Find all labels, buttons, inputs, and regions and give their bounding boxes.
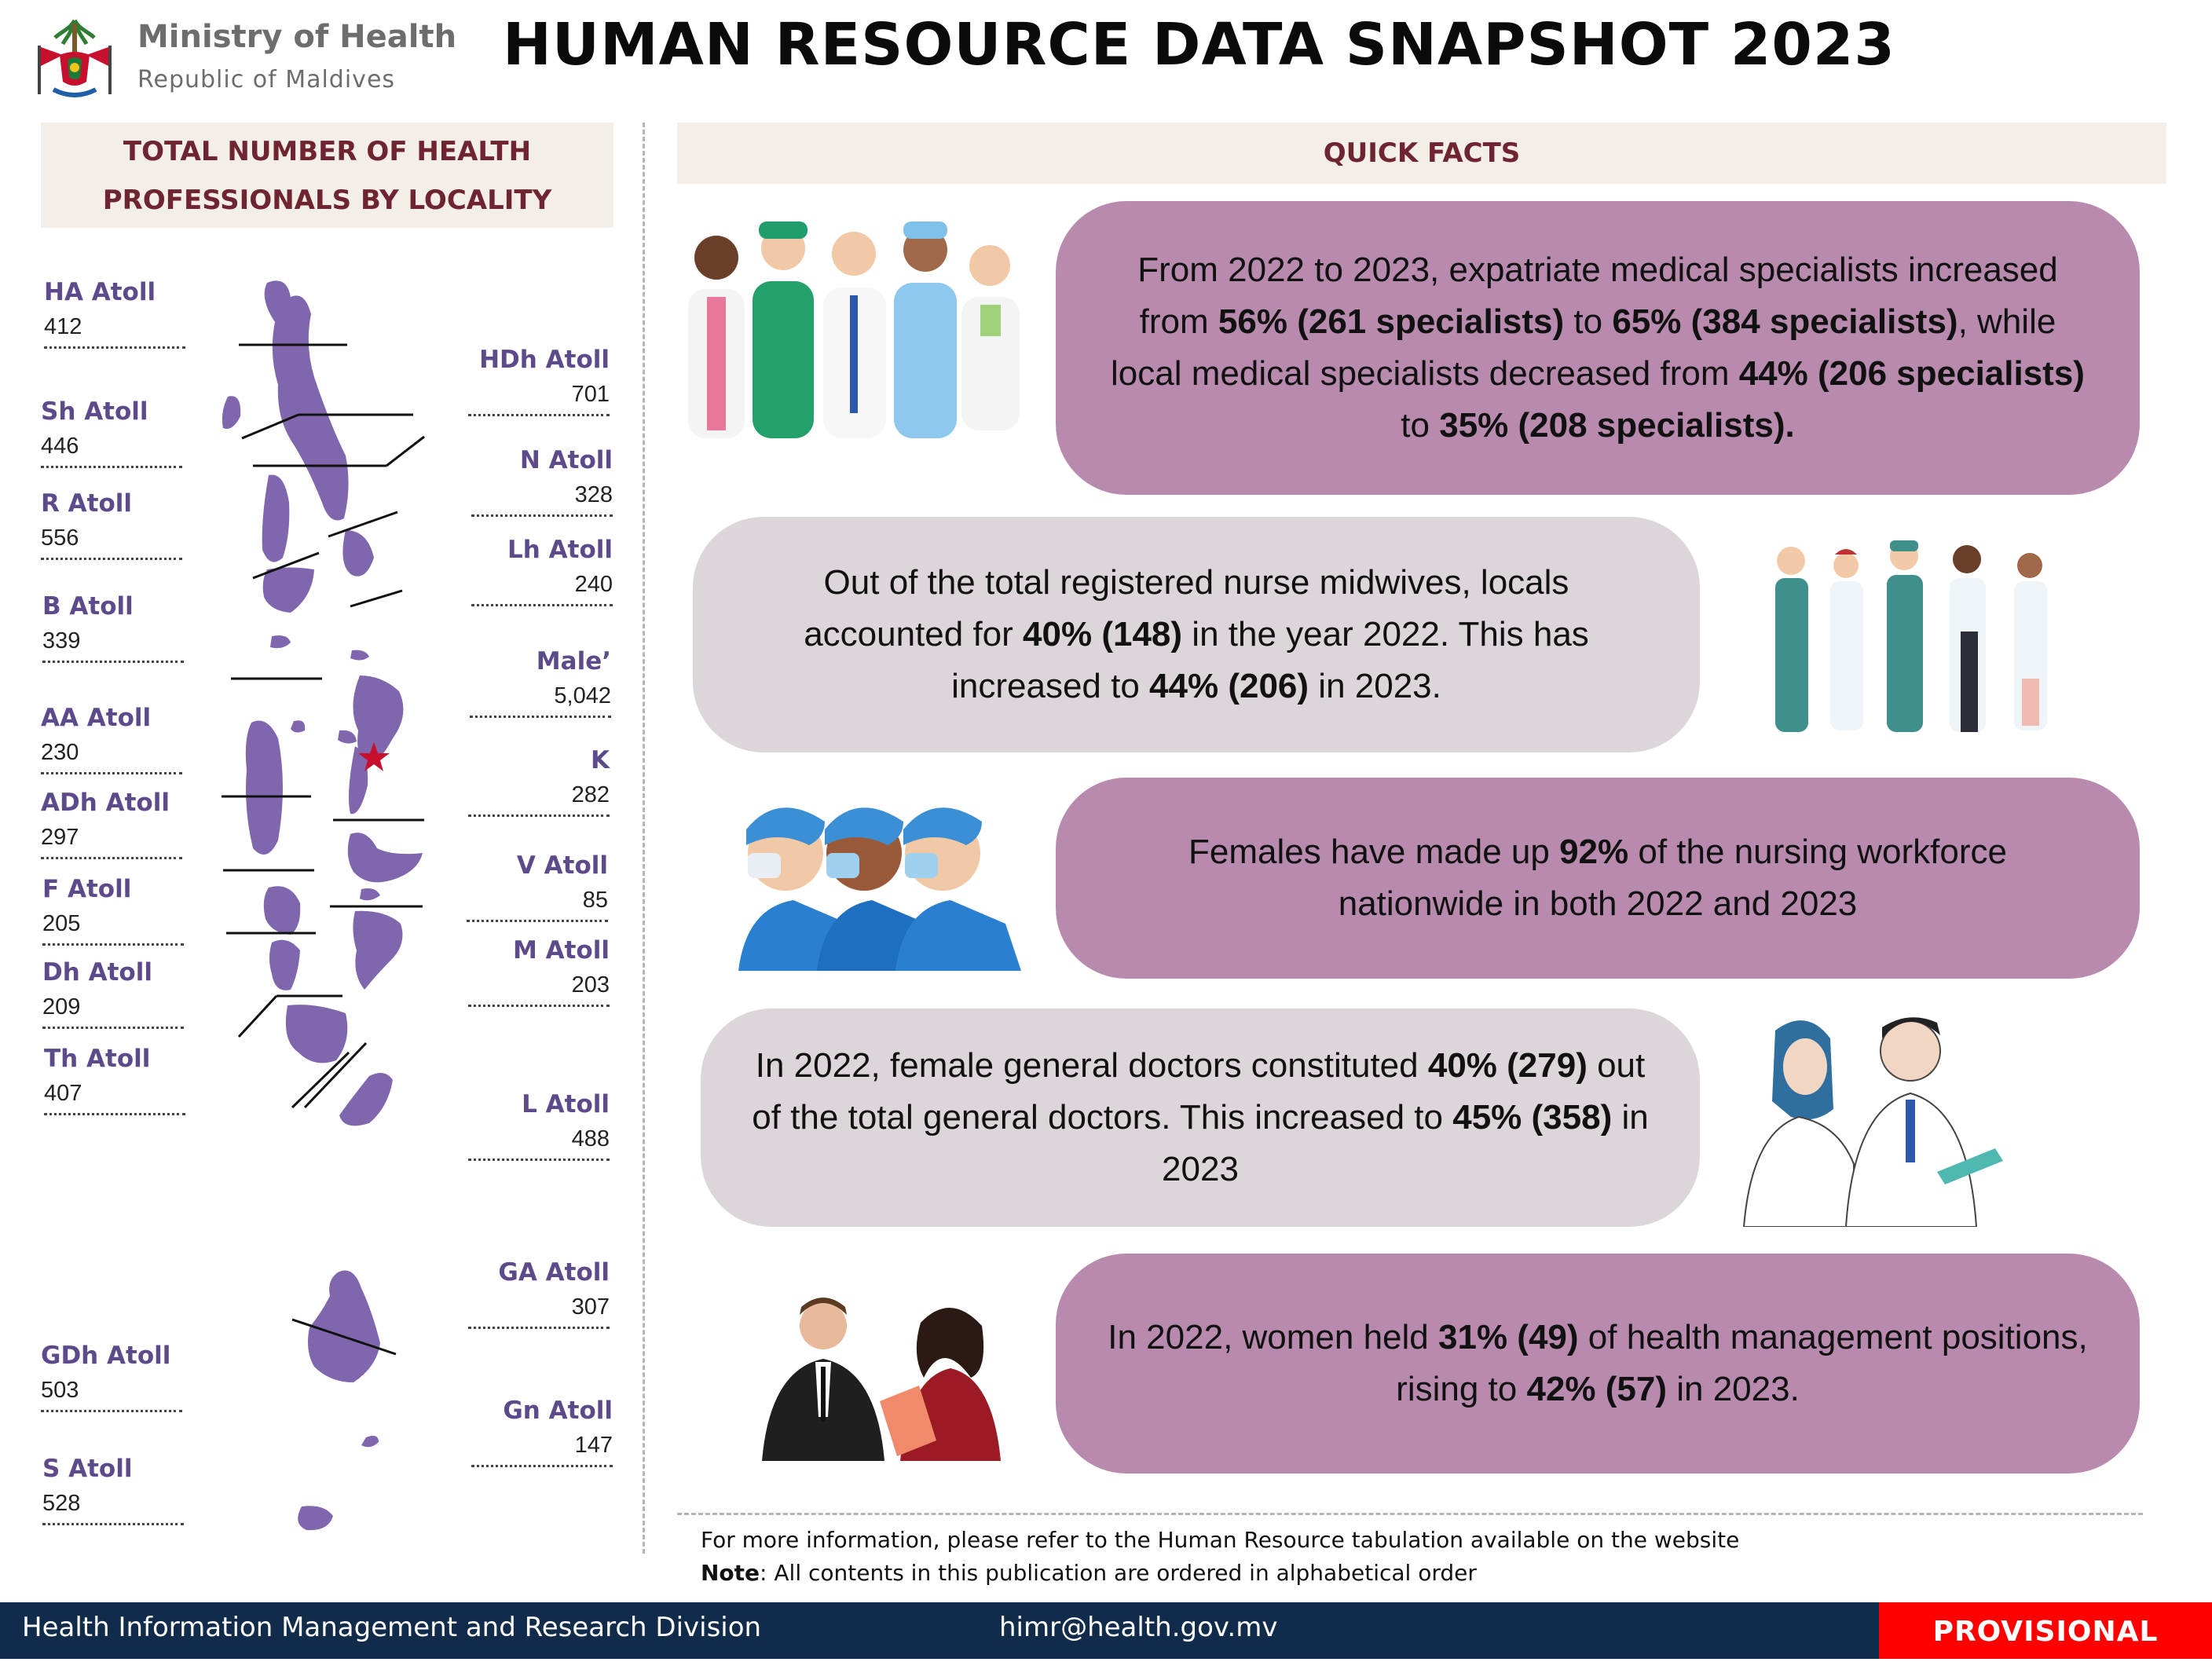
- fact-text: In 2022, female general doctors constitu…: [752, 1046, 1649, 1188]
- atoll-male: Male’ 5,042: [470, 647, 611, 718]
- fact-text: Out of the total registered nurse midwiv…: [804, 563, 1589, 705]
- atoll-count: 147: [471, 1433, 613, 1467]
- fact-text: Females have made up 92% of the nursing …: [1188, 833, 2007, 923]
- atoll-name: GDh Atoll: [41, 1342, 171, 1370]
- atoll-dh: Dh Atoll 209: [42, 958, 184, 1029]
- provisional-badge: PROVISIONAL: [1879, 1602, 2212, 1659]
- order-note: Note: All contents in this publication a…: [701, 1560, 1477, 1586]
- atoll-name: M Atoll: [512, 936, 610, 965]
- fact-text: In 2022, women held 31% (49) of health m…: [1108, 1318, 2088, 1408]
- country-name: Republic of Maldives: [137, 66, 396, 93]
- atoll-name: Sh Atoll: [41, 397, 148, 426]
- atoll-gn: Gn Atoll 147: [471, 1397, 613, 1467]
- atoll-name: S Atoll: [42, 1455, 133, 1483]
- fact-card-management: In 2022, women held 31% (49) of health m…: [1056, 1254, 2140, 1473]
- note-label: Note: [701, 1560, 760, 1586]
- fact-card-nursing-workforce: Females have made up 92% of the nursing …: [1056, 778, 2140, 979]
- atoll-count: 203: [468, 972, 610, 1007]
- healthcare-workers-illustration: [677, 210, 1038, 438]
- ministry-emblem: [31, 14, 118, 102]
- locality-heading-line1: TOTAL NUMBER OF HEALTH: [123, 136, 532, 167]
- atoll-adh: ADh Atoll 297: [41, 789, 182, 859]
- footer-email-link[interactable]: himr@health.gov.mv: [999, 1612, 1278, 1643]
- atoll-name: HA Atoll: [44, 278, 156, 306]
- medical-team-illustration: [1760, 537, 2066, 738]
- atoll-name: K: [590, 746, 610, 774]
- atoll-gdh: GDh Atoll 503: [41, 1342, 182, 1412]
- atoll-count: 339: [42, 628, 184, 663]
- quick-facts-heading: QUICK FACTS: [677, 123, 2166, 184]
- atoll-name: R Atoll: [41, 489, 133, 518]
- atoll-count: 412: [44, 314, 185, 349]
- atoll-name: N Atoll: [519, 446, 613, 474]
- footer-division: Health Information Management and Resear…: [22, 1612, 762, 1643]
- page-title: HUMAN RESOURCE DATA SNAPSHOT 2023: [503, 11, 1895, 79]
- atoll-l: L Atoll 488: [468, 1090, 610, 1161]
- footer-bar: [0, 1602, 2212, 1659]
- more-info-note: For more information, please refer to th…: [701, 1527, 1740, 1553]
- locality-heading-line2: PROFESSIONALS BY LOCALITY: [102, 185, 552, 216]
- atoll-name: Lh Atoll: [507, 536, 613, 564]
- atoll-k: K 282: [468, 746, 610, 817]
- panel-divider: [643, 123, 645, 1554]
- atoll-name: B Atoll: [42, 592, 134, 621]
- fact-card-general-doctors: In 2022, female general doctors constitu…: [701, 1009, 1700, 1227]
- atoll-hdh: HDh Atoll 701: [468, 346, 610, 416]
- atoll-name: Gn Atoll: [503, 1397, 613, 1425]
- atoll-count: 209: [42, 994, 184, 1029]
- atoll-name: GA Atoll: [498, 1258, 610, 1287]
- atoll-name: ADh Atoll: [41, 789, 170, 817]
- locality-heading: TOTAL NUMBER OF HEALTH PROFESSIONALS BY …: [41, 123, 613, 228]
- atoll-name: F Atoll: [42, 875, 132, 903]
- atoll-count: 205: [42, 911, 184, 946]
- atoll-s: S Atoll 528: [42, 1455, 184, 1525]
- atoll-name: Male’: [536, 647, 611, 675]
- atoll-ga: GA Atoll 307: [468, 1258, 610, 1329]
- maldives-map: [212, 267, 432, 1539]
- atoll-count: 85: [467, 888, 608, 922]
- doctors-illustration: [1736, 1007, 2011, 1228]
- atoll-count: 307: [468, 1294, 610, 1329]
- atoll-count: 5,042: [470, 683, 611, 718]
- atoll-name: V Atoll: [516, 851, 608, 880]
- atoll-count: 407: [44, 1081, 185, 1115]
- fact-card-specialists: From 2022 to 2023, expatriate medical sp…: [1056, 201, 2140, 495]
- atoll-lh: Lh Atoll 240: [471, 536, 613, 606]
- atoll-name: Dh Atoll: [42, 958, 152, 987]
- atoll-ha: HA Atoll 412: [44, 278, 185, 349]
- atoll-count: 488: [468, 1126, 610, 1161]
- atoll-count: 297: [41, 825, 182, 859]
- atoll-count: 446: [41, 434, 182, 468]
- atoll-name: L Atoll: [522, 1090, 610, 1118]
- ministry-name: Ministry of Health: [137, 19, 457, 55]
- note-text: : All contents in this publication are o…: [760, 1560, 1477, 1586]
- atoll-count: 328: [471, 482, 613, 517]
- atoll-count: 556: [41, 525, 182, 560]
- atoll-r: R Atoll 556: [41, 489, 182, 560]
- fact-card-nurse-midwives: Out of the total registered nurse midwiv…: [693, 517, 1700, 752]
- notes-divider: [677, 1513, 2143, 1515]
- atoll-count: 503: [41, 1378, 182, 1412]
- nurses-illustration: [731, 782, 1029, 971]
- atoll-name: AA Atoll: [41, 704, 152, 732]
- atoll-aa: AA Atoll 230: [41, 704, 182, 774]
- atoll-th: Th Atoll 407: [44, 1045, 185, 1115]
- atoll-count: 282: [468, 782, 610, 817]
- atoll-v: V Atoll 85: [467, 851, 608, 922]
- atoll-n: N Atoll 328: [471, 446, 613, 517]
- atoll-f: F Atoll 205: [42, 875, 184, 946]
- fact-text: From 2022 to 2023, expatriate medical sp…: [1111, 251, 2085, 445]
- atoll-name: Th Atoll: [44, 1045, 151, 1073]
- ministry-name-block: Ministry of Health Republic of Maldives: [137, 19, 456, 93]
- atoll-sh: Sh Atoll 446: [41, 397, 182, 468]
- atoll-count: 240: [471, 572, 613, 606]
- atoll-b: B Atoll 339: [42, 592, 184, 663]
- atoll-name: HDh Atoll: [479, 346, 610, 374]
- atoll-m: M Atoll 203: [468, 936, 610, 1007]
- atoll-count: 528: [42, 1491, 184, 1525]
- atoll-count: 230: [41, 740, 182, 774]
- atoll-count: 701: [468, 382, 610, 416]
- management-illustration: [754, 1291, 1013, 1461]
